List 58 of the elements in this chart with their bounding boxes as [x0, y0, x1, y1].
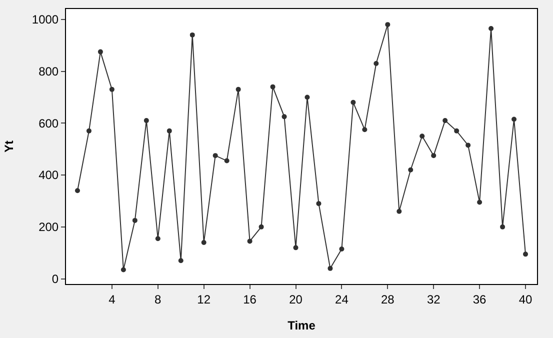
point	[431, 153, 436, 158]
point	[201, 240, 206, 245]
x-axis-title: Time	[288, 318, 316, 332]
point	[282, 114, 287, 120]
point	[466, 142, 471, 148]
point	[247, 238, 252, 244]
point	[420, 134, 425, 139]
point	[442, 118, 448, 124]
point	[500, 224, 506, 230]
point	[155, 236, 160, 242]
point	[293, 245, 298, 250]
x-tick-label: 8	[154, 292, 162, 306]
point	[144, 118, 149, 124]
point	[339, 246, 344, 252]
point	[86, 128, 92, 134]
x-tick-label: 24	[335, 292, 349, 306]
point	[350, 100, 356, 105]
point	[488, 26, 494, 31]
point	[212, 153, 218, 158]
point	[454, 128, 460, 134]
x-tick-label: 40	[518, 292, 533, 306]
y-tick-label: 800	[38, 64, 59, 78]
x-tick-label: 28	[380, 292, 395, 306]
point	[477, 200, 482, 205]
point	[270, 84, 276, 90]
x-tick-label: 20	[289, 292, 303, 306]
x-tick-label: 32	[426, 292, 441, 306]
point	[224, 158, 230, 164]
x-tick-label: 4	[108, 292, 116, 306]
point	[120, 267, 126, 272]
point	[178, 258, 184, 264]
y-tick-label: 400	[38, 168, 59, 182]
x-tick-label: 12	[197, 292, 211, 306]
point	[74, 188, 80, 194]
point	[258, 224, 264, 230]
point	[385, 22, 390, 28]
point	[190, 32, 195, 38]
point	[304, 94, 310, 100]
point	[132, 218, 138, 223]
point	[236, 86, 241, 92]
point	[328, 266, 333, 271]
y-tick-label: 1000	[32, 12, 59, 27]
point	[396, 208, 402, 214]
point	[523, 252, 528, 257]
y-tick-label: 600	[38, 116, 59, 130]
point	[408, 167, 414, 172]
x-tick-label: 16	[243, 292, 257, 306]
point	[98, 49, 103, 54]
point	[166, 128, 172, 134]
point	[362, 127, 368, 132]
point	[109, 86, 114, 92]
point	[316, 201, 322, 206]
point	[374, 60, 379, 66]
x-tick-label: 36	[472, 292, 487, 306]
y-tick-label: 0	[52, 272, 59, 286]
y-tick-label: 200	[38, 220, 59, 234]
point	[512, 116, 517, 122]
y-axis-title: Yt	[2, 140, 16, 152]
